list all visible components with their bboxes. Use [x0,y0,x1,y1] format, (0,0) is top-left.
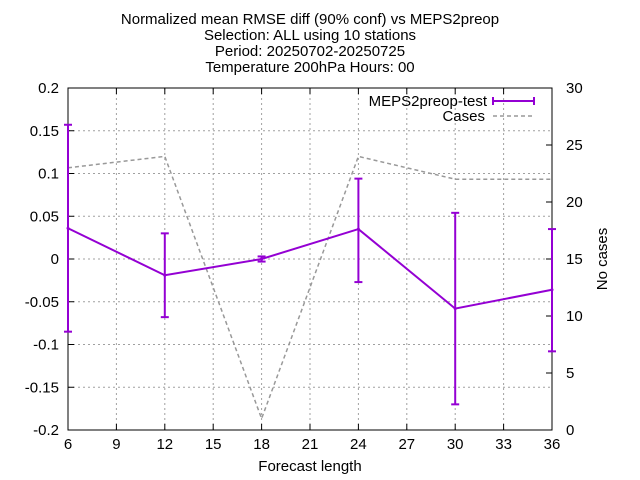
legend-label-meps2preop-test: MEPS2preop-test [369,93,488,110]
meps2preop-test-line [67,227,553,310]
x-tick-label: 18 [253,436,270,453]
y2-tick-label: 15 [566,251,583,268]
y-tick-label: 0.1 [38,166,59,183]
y2-tick-label: 0 [566,422,574,439]
y-tick-label: -0.2 [33,422,59,439]
data-point [66,226,70,230]
data-point [453,307,457,311]
y2-tick-label: 10 [566,308,583,325]
data-point [356,227,360,231]
y2-tick-label: 25 [566,137,583,154]
x-tick-label: 30 [447,436,464,453]
x-tick-label: 33 [495,436,512,453]
data-point [163,273,167,277]
x-tick-label: 6 [64,436,72,453]
y2-axis-label: No cases [594,228,611,291]
y-tick-label: -0.15 [25,379,59,396]
y2-tick-label: 5 [566,365,574,382]
x-tick-label: 36 [544,436,561,453]
x-tick-label: 24 [350,436,367,453]
y2-tick-label: 20 [566,194,583,211]
x-tick-label: 15 [205,436,222,453]
x-tick-label: 21 [302,436,319,453]
data-point [260,257,264,261]
y-tick-label: -0.1 [33,337,59,354]
chart-title-line-4: Temperature 200hPa Hours: 00 [205,59,415,76]
y-tick-label: 0.15 [30,123,59,140]
cases-line [67,155,552,421]
chart-title-line-1: Normalized mean RMSE diff (90% conf) vs … [120,11,500,28]
x-tick-label: 12 [156,436,173,453]
y-tick-label: 0 [51,251,59,268]
chart-title-line-2: Selection: ALL using 10 stations [203,27,417,44]
data-point [550,288,554,292]
y-tick-label: 0.2 [38,80,59,97]
y-tick-label: -0.05 [25,294,59,311]
x-tick-label: 27 [398,436,415,453]
x-tick-label: 9 [112,436,120,453]
y2-tick-label: 30 [566,80,583,97]
x-axis-label: Forecast length [258,458,361,475]
chart-title-line-3: Period: 20250702-20250725 [214,43,406,60]
y-tick-label: 0.05 [30,208,59,225]
legend-label-cases: Cases [442,108,485,125]
